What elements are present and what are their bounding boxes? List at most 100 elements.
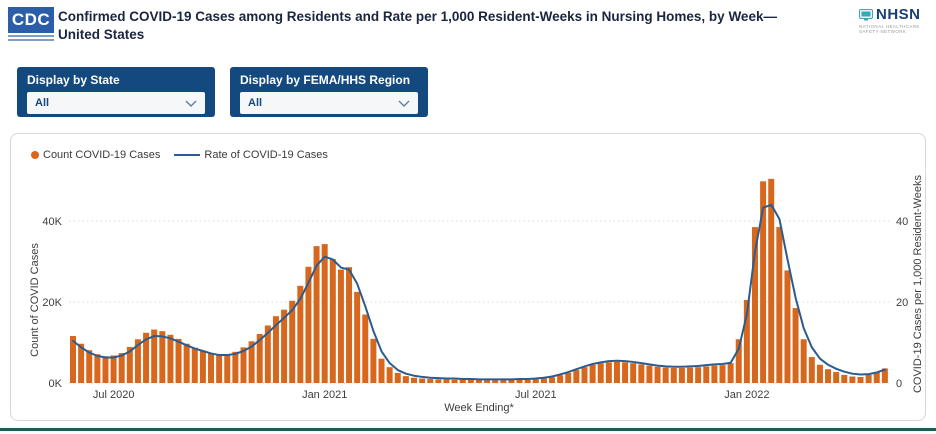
cdc-logo[interactable]: CDC <box>8 7 54 41</box>
bar-count-cases[interactable] <box>224 354 231 383</box>
bar-count-cases[interactable] <box>94 354 101 383</box>
bar-count-cases[interactable] <box>524 379 531 383</box>
bar-count-cases[interactable] <box>191 347 198 383</box>
bar-count-cases[interactable] <box>589 364 596 383</box>
bar-count-cases[interactable] <box>605 362 612 383</box>
bar-count-cases[interactable] <box>784 270 791 383</box>
bar-count-cases[interactable] <box>841 374 848 383</box>
bar-count-cases[interactable] <box>370 338 377 383</box>
bar-count-cases[interactable] <box>240 347 247 383</box>
bar-count-cases[interactable] <box>134 339 141 383</box>
bar-count-cases[interactable] <box>419 378 426 383</box>
bar-count-cases[interactable] <box>394 372 401 384</box>
bar-count-cases[interactable] <box>500 380 507 383</box>
bar-count-cases[interactable] <box>670 368 677 383</box>
bar-count-cases[interactable] <box>808 357 815 383</box>
bar-count-cases[interactable] <box>613 361 620 383</box>
bar-count-cases[interactable] <box>816 364 823 383</box>
bar-count-cases[interactable] <box>484 380 491 383</box>
bar-count-cases[interactable] <box>354 291 361 384</box>
bar-count-cases[interactable] <box>646 365 653 383</box>
bar-count-cases[interactable] <box>459 379 466 383</box>
bar-count-cases[interactable] <box>719 365 726 383</box>
bar-count-cases[interactable] <box>703 366 710 383</box>
bar-count-cases[interactable] <box>329 259 336 383</box>
bar-count-cases[interactable] <box>581 367 588 383</box>
bar-count-cases[interactable] <box>760 181 767 383</box>
bar-count-cases[interactable] <box>597 363 604 383</box>
bar-count-cases[interactable] <box>102 356 109 383</box>
bar-count-cases[interactable] <box>362 314 369 383</box>
bar-count-cases[interactable] <box>216 354 223 383</box>
bar-count-cases[interactable] <box>126 346 133 383</box>
bar-count-cases[interactable] <box>427 378 434 383</box>
bar-count-cases[interactable] <box>800 339 807 383</box>
bar-count-cases[interactable] <box>305 266 312 383</box>
bar-count-cases[interactable] <box>110 355 117 383</box>
bar-count-cases[interactable] <box>297 285 304 383</box>
bar-count-cases[interactable] <box>313 246 320 383</box>
bar-count-cases[interactable] <box>735 339 742 383</box>
bar-count-cases[interactable] <box>873 372 880 383</box>
bar-count-cases[interactable] <box>443 379 450 383</box>
bar-count-cases[interactable] <box>678 368 685 383</box>
bar-count-cases[interactable] <box>492 380 499 383</box>
bar-count-cases[interactable] <box>264 325 271 383</box>
bar-count-cases[interactable] <box>630 363 637 383</box>
bar-count-cases[interactable] <box>687 367 694 383</box>
bar-count-cases[interactable] <box>410 377 417 383</box>
bar-count-cases[interactable] <box>849 376 856 383</box>
bar-count-cases[interactable] <box>727 363 734 383</box>
bar-count-cases[interactable] <box>175 338 182 383</box>
bar-count-cases[interactable] <box>638 364 645 383</box>
bar-count-cases[interactable] <box>208 353 215 383</box>
filter-state-select[interactable]: All <box>27 92 205 114</box>
bar-count-cases[interactable] <box>549 377 556 383</box>
bar-count-cases[interactable] <box>516 379 523 383</box>
bar-count-cases[interactable] <box>825 369 832 383</box>
bar-count-cases[interactable] <box>159 331 166 383</box>
bar-count-cases[interactable] <box>378 358 385 383</box>
bar-count-cases[interactable] <box>78 343 85 383</box>
bar-count-cases[interactable] <box>711 365 718 383</box>
filter-region-select[interactable]: All <box>240 92 418 114</box>
bar-count-cases[interactable] <box>183 343 190 383</box>
bar-count-cases[interactable] <box>573 370 580 383</box>
bar-count-cases[interactable] <box>865 374 872 383</box>
bar-count-cases[interactable] <box>167 334 174 384</box>
bar-count-cases[interactable] <box>776 227 783 383</box>
bar-count-cases[interactable] <box>151 329 158 383</box>
bar-count-cases[interactable] <box>475 380 482 383</box>
bar-count-cases[interactable] <box>232 351 239 383</box>
bar-count-cases[interactable] <box>86 350 93 383</box>
bar-count-cases[interactable] <box>289 300 296 383</box>
bar-count-cases[interactable] <box>662 367 669 383</box>
bar-count-cases[interactable] <box>337 269 344 383</box>
legend-item-rate[interactable]: Rate of COVID-19 Cases <box>174 149 328 161</box>
bar-count-cases[interactable] <box>321 244 328 383</box>
bar-count-cases[interactable] <box>557 375 564 383</box>
bar-count-cases[interactable] <box>70 336 76 383</box>
bar-count-cases[interactable] <box>508 379 515 383</box>
bar-count-cases[interactable] <box>248 341 255 383</box>
bar-count-cases[interactable] <box>881 368 888 383</box>
bar-count-cases[interactable] <box>272 316 279 384</box>
bar-count-cases[interactable] <box>346 267 353 383</box>
bar-count-cases[interactable] <box>622 362 629 383</box>
bar-count-cases[interactable] <box>118 353 125 383</box>
legend-item-count[interactable]: Count COVID-19 Cases <box>31 149 160 161</box>
bar-count-cases[interactable] <box>435 379 442 383</box>
bar-count-cases[interactable] <box>467 379 474 383</box>
bar-count-cases[interactable] <box>532 379 539 383</box>
bar-count-cases[interactable] <box>743 299 750 383</box>
nhsn-logo[interactable]: NHSN NATIONAL HEALTHCARE SAFETY NETWORK <box>859 6 929 34</box>
bar-count-cases[interactable] <box>199 350 206 383</box>
bar-count-cases[interactable] <box>654 366 661 383</box>
bar-count-cases[interactable] <box>751 227 758 383</box>
bar-count-cases[interactable] <box>451 379 458 383</box>
bar-count-cases[interactable] <box>386 367 393 383</box>
bar-count-cases[interactable] <box>143 332 150 383</box>
bar-count-cases[interactable] <box>792 308 799 383</box>
bar-count-cases[interactable] <box>857 376 864 383</box>
bar-count-cases[interactable] <box>565 372 572 384</box>
